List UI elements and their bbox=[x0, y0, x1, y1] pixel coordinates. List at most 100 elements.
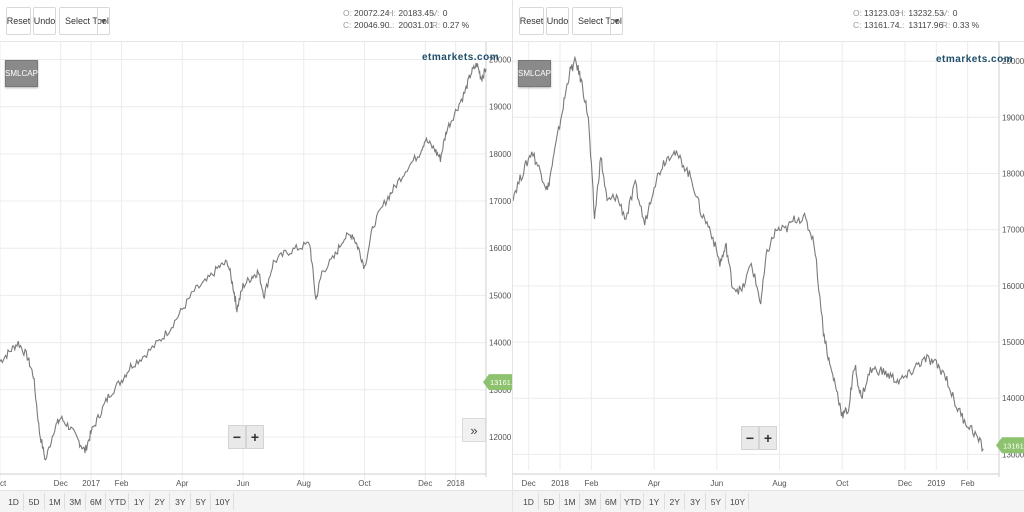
ohlc-close-key: C: bbox=[853, 20, 862, 30]
select-tool-dropdown[interactable]: Select Tool ▼ bbox=[572, 7, 623, 35]
x-tick-label: Oct bbox=[358, 479, 371, 488]
range-button-1d[interactable]: 1D bbox=[519, 493, 539, 510]
y-tick-label: 19000 bbox=[1002, 113, 1024, 122]
range-button-5d[interactable]: 5D bbox=[540, 493, 560, 510]
symbol-badge[interactable]: SMLCAP bbox=[518, 60, 551, 87]
range-button-1y[interactable]: 1Y bbox=[130, 493, 150, 510]
ohlc-high: 20183.45 bbox=[398, 8, 434, 18]
ohlc-high-key: H: bbox=[897, 8, 906, 18]
range-button-3m[interactable]: 3M bbox=[66, 493, 86, 510]
series-line bbox=[513, 55, 984, 453]
x-tick-label: Feb bbox=[961, 479, 975, 488]
y-tick-label: 13000 bbox=[489, 386, 512, 395]
ohlc-volume-key: V: bbox=[431, 8, 440, 18]
range-button-5y[interactable]: 5Y bbox=[706, 493, 727, 510]
zoom-out-button[interactable]: − bbox=[228, 425, 246, 449]
range-button-3m[interactable]: 3M bbox=[581, 493, 601, 510]
current-price-tag: 13161.74 bbox=[996, 437, 1024, 454]
chevron-down-icon: ▼ bbox=[97, 8, 109, 34]
x-tick-label: Dec bbox=[522, 479, 536, 488]
range-selector: 1D 5D 1M 3M 6M YTD 1Y 2Y 3Y 5Y 10Y bbox=[0, 490, 512, 512]
x-tick-label: 2018 bbox=[551, 479, 569, 488]
ohlc-return: 0.27 % bbox=[442, 20, 470, 30]
current-price-tag: 13161.74 bbox=[483, 374, 512, 391]
chart-panel-left: Reset Undo Select Tool ▼ O: 20072.24 H: 20… bbox=[0, 0, 512, 512]
x-tick-label: Dec bbox=[54, 479, 68, 488]
toolbar: Reset Undo Select Tool ▼ O: 20072.24 H: 20… bbox=[0, 0, 512, 42]
symbol-badge[interactable]: SMLCAP bbox=[5, 60, 38, 87]
y-tick-label: 12000 bbox=[489, 433, 512, 442]
x-tick-label: Feb bbox=[115, 479, 129, 488]
zoom-controls: − + bbox=[228, 425, 264, 449]
ohlc-close-key: C: bbox=[343, 20, 352, 30]
range-button-6m[interactable]: 6M bbox=[601, 493, 622, 510]
range-button-1m[interactable]: 1M bbox=[560, 493, 581, 510]
x-tick-label: Feb bbox=[584, 479, 598, 488]
range-button-6m[interactable]: 6M bbox=[86, 493, 107, 510]
range-button-1d[interactable]: 1D bbox=[4, 493, 24, 510]
x-tick-label: 2018 bbox=[447, 479, 465, 488]
x-tick-label: Dec bbox=[898, 479, 912, 488]
zoom-in-button[interactable]: + bbox=[759, 426, 777, 450]
range-selector: 1D 5D 1M 3M 6M YTD 1Y 2Y 3Y 5Y 10Y bbox=[513, 490, 1024, 512]
zoom-in-button[interactable]: + bbox=[246, 425, 264, 449]
ohlc-readout: O: 20072.24 H: 20183.45 V: 0 C: 20046.90 L: 2… bbox=[343, 7, 473, 31]
x-tick-label: Oct bbox=[836, 479, 849, 488]
ohlc-volume-key: V: bbox=[941, 8, 950, 18]
series-line bbox=[0, 62, 487, 461]
range-button-1m[interactable]: 1M bbox=[45, 493, 66, 510]
price-tag-shape bbox=[483, 374, 512, 391]
range-button-10y[interactable]: 10Y bbox=[727, 493, 749, 510]
scroll-right-button[interactable]: » bbox=[462, 418, 486, 442]
zoom-controls: − + bbox=[741, 426, 777, 450]
y-tick-label: 15000 bbox=[489, 291, 512, 300]
range-button-5d[interactable]: 5D bbox=[25, 493, 45, 510]
y-tick-label: 14000 bbox=[1002, 394, 1024, 403]
y-tick-label: 19000 bbox=[489, 103, 512, 112]
ohlc-open-key: O: bbox=[853, 8, 862, 18]
y-tick-label: 13000 bbox=[1002, 450, 1024, 459]
x-tick-label: 2017 bbox=[82, 479, 100, 488]
range-button-5y[interactable]: 5Y bbox=[191, 493, 212, 510]
ohlc-return-key: R: bbox=[431, 20, 441, 30]
range-button-3y[interactable]: 3Y bbox=[686, 493, 706, 510]
reset-button[interactable]: Reset bbox=[6, 7, 31, 35]
ohlc-high-key: H: bbox=[387, 8, 396, 18]
range-button-10y[interactable]: 10Y bbox=[212, 493, 234, 510]
ohlc-low-key: L: bbox=[897, 20, 905, 30]
price-tag-label: 13161.74 bbox=[490, 378, 512, 387]
range-button-1y[interactable]: 1Y bbox=[645, 493, 665, 510]
y-tick-label: 16000 bbox=[489, 244, 512, 253]
range-button-2y[interactable]: 2Y bbox=[665, 493, 686, 510]
select-tool-label: Select Tool bbox=[65, 16, 109, 26]
undo-button[interactable]: Undo bbox=[33, 7, 56, 35]
ohlc-low: 20031.01 bbox=[398, 20, 434, 30]
x-tick-label: Jun bbox=[710, 479, 723, 488]
select-tool-dropdown[interactable]: Select Tool ▼ bbox=[59, 7, 110, 35]
y-tick-label: 17000 bbox=[489, 197, 512, 206]
x-tick-label: Aug bbox=[297, 479, 311, 488]
y-tick-label: 20000 bbox=[1002, 57, 1024, 66]
range-button-ytd[interactable]: YTD bbox=[622, 493, 644, 510]
y-tick-label: 14000 bbox=[489, 339, 512, 348]
y-tick-label: 15000 bbox=[1002, 338, 1024, 347]
price-tag-shape bbox=[996, 437, 1024, 454]
zoom-out-button[interactable]: − bbox=[741, 426, 759, 450]
chevron-down-icon: ▼ bbox=[610, 8, 622, 34]
ohlc-return: 0.33 % bbox=[952, 20, 980, 30]
ohlc-open: 20072.24 bbox=[354, 8, 390, 18]
range-button-3y[interactable]: 3Y bbox=[171, 493, 191, 510]
reset-button[interactable]: Reset bbox=[519, 7, 544, 35]
ohlc-close: 13161.74 bbox=[864, 20, 900, 30]
price-chart[interactable]: 12000 13000 14000 15000 16000 17000 18000 19000… bbox=[0, 42, 512, 490]
price-chart[interactable]: 13000 14000 15000 16000 17000 18000 19000 20000… bbox=[513, 42, 1024, 490]
select-tool-label: Select Tool bbox=[578, 16, 622, 26]
brand-logo: etmarkets.com bbox=[422, 52, 500, 63]
chart-panel-right: Reset Undo Select Tool ▼ O: 13123.03 H: 13… bbox=[512, 0, 1024, 512]
range-button-2y[interactable]: 2Y bbox=[150, 493, 171, 510]
x-tick-label: 2019 bbox=[927, 479, 945, 488]
range-button-ytd[interactable]: YTD bbox=[107, 493, 129, 510]
ohlc-volume: 0 bbox=[442, 8, 448, 18]
price-tag-label: 13161.74 bbox=[1003, 441, 1024, 450]
undo-button[interactable]: Undo bbox=[546, 7, 569, 35]
